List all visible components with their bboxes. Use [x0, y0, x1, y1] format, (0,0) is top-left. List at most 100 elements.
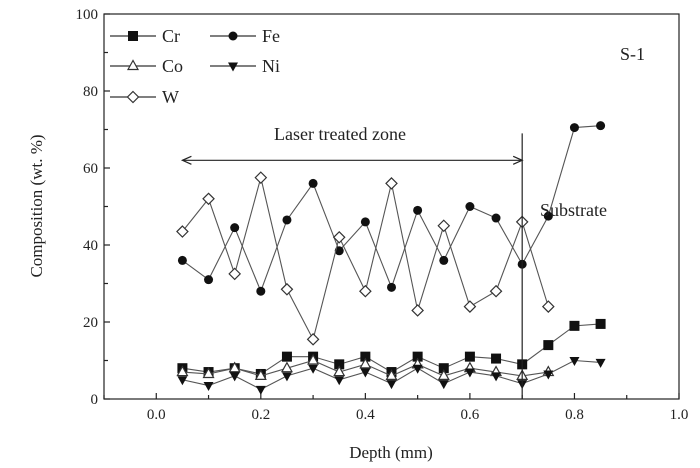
data-point-fe: [491, 213, 501, 223]
data-point-cr: [464, 351, 475, 362]
legend-marker: [126, 59, 140, 71]
sample-label: S-1: [620, 44, 645, 64]
data-point-fe: [360, 217, 370, 227]
series-ni: [177, 357, 606, 395]
legend-item-ni: Ni: [210, 56, 280, 76]
data-point-fe: [308, 178, 318, 188]
x-tick-label: 0.0: [147, 407, 166, 423]
legend-item-cr: Cr: [110, 26, 180, 46]
series-line-cr: [182, 323, 601, 375]
data-point-cr: [569, 320, 580, 331]
data-point-cr: [281, 351, 292, 362]
data-point-w: [359, 284, 372, 298]
data-point-w: [306, 332, 320, 346]
x-tick-label: 0.6: [461, 407, 480, 423]
data-point-fe: [569, 123, 579, 133]
data-point-fe: [465, 202, 475, 211]
legend-label: Ni: [262, 56, 280, 76]
series-w: [176, 171, 555, 346]
data-point-w: [463, 300, 477, 313]
data-point-w: [385, 177, 398, 190]
data-point-w: [437, 219, 451, 233]
series-co: [176, 353, 555, 380]
data-point-cr: [491, 353, 502, 364]
legend-item-w: W: [110, 87, 179, 107]
data-point-ni: [308, 364, 319, 374]
data-point-co: [254, 369, 267, 380]
x-axis-label: Depth (mm): [349, 443, 433, 462]
substrate-label: Substrate: [540, 200, 607, 220]
data-point-co: [437, 369, 450, 380]
data-point-ni: [569, 357, 580, 366]
data-point-ni: [203, 382, 214, 392]
y-tick-label: 40: [83, 238, 98, 254]
data-point-w: [332, 230, 346, 244]
arrow-head-left: [180, 155, 192, 165]
data-point-fe: [439, 255, 449, 265]
data-point-co: [359, 357, 372, 369]
legend-label: Cr: [162, 26, 180, 46]
y-axis-label: Composition (wt. %): [27, 134, 46, 277]
legend-marker: [228, 62, 238, 72]
data-point-ni: [412, 364, 423, 374]
data-point-w: [411, 304, 424, 317]
data-point-co: [202, 367, 215, 379]
data-point-ni: [334, 376, 345, 386]
data-point-fe: [334, 246, 344, 256]
y-tick-label: 0: [91, 392, 99, 408]
data-point-ni: [229, 372, 240, 382]
data-point-ni: [386, 380, 397, 390]
legend-marker: [228, 31, 238, 41]
x-tick-label: 0.8: [565, 407, 584, 423]
data-point-co: [176, 365, 189, 377]
data-point-ni: [491, 372, 502, 382]
data-point-co: [385, 369, 398, 380]
y-tick-label: 20: [83, 315, 98, 331]
data-point-co: [307, 353, 320, 365]
series-fe: [177, 121, 606, 296]
data-point-ni: [281, 372, 292, 382]
legend-item-fe: Fe: [210, 26, 280, 46]
data-point-w: [280, 282, 294, 296]
data-point-w: [228, 267, 242, 281]
data-point-fe: [177, 255, 187, 265]
data-point-co: [228, 361, 241, 373]
legend-marker: [128, 31, 138, 41]
legend-label: Co: [162, 56, 183, 76]
data-point-ni: [438, 380, 449, 390]
data-point-fe: [387, 282, 396, 292]
data-point-ni: [464, 368, 475, 378]
legend-label: W: [162, 87, 179, 107]
data-point-w: [254, 171, 268, 184]
legend: Cr Fe Co Ni W: [110, 26, 280, 107]
data-point-fe: [256, 286, 266, 296]
data-point-ni: [543, 370, 554, 380]
data-point-fe: [282, 215, 292, 225]
series-line-fe: [182, 125, 601, 293]
data-point-ni: [595, 358, 606, 368]
data-point-co: [333, 365, 346, 377]
data-point-fe: [230, 223, 240, 233]
data-point-w: [176, 225, 189, 238]
y-tick-label: 60: [83, 161, 98, 177]
data-point-cr: [543, 340, 554, 351]
x-tick-label: 0.2: [251, 407, 270, 423]
data-point-cr: [595, 318, 606, 329]
plot-frame: [103, 13, 680, 400]
y-tick-label: 80: [83, 84, 98, 100]
data-point-ni: [360, 368, 371, 378]
data-point-fe: [543, 211, 553, 221]
data-point-w: [202, 192, 215, 206]
x-tick-label: 0.4: [356, 407, 375, 423]
data-point-ni: [255, 385, 266, 395]
legend-item-co: Co: [110, 56, 183, 76]
legend-label: Fe: [262, 26, 280, 46]
y-tick-label: 100: [76, 7, 99, 23]
data-point-co: [280, 361, 293, 373]
data-point-fe: [413, 205, 423, 215]
zone-label: Laser treated zone: [274, 124, 406, 144]
x-tick-label: 1.0: [670, 407, 689, 423]
data-point-ni: [177, 376, 188, 386]
legend-marker: [126, 90, 140, 104]
